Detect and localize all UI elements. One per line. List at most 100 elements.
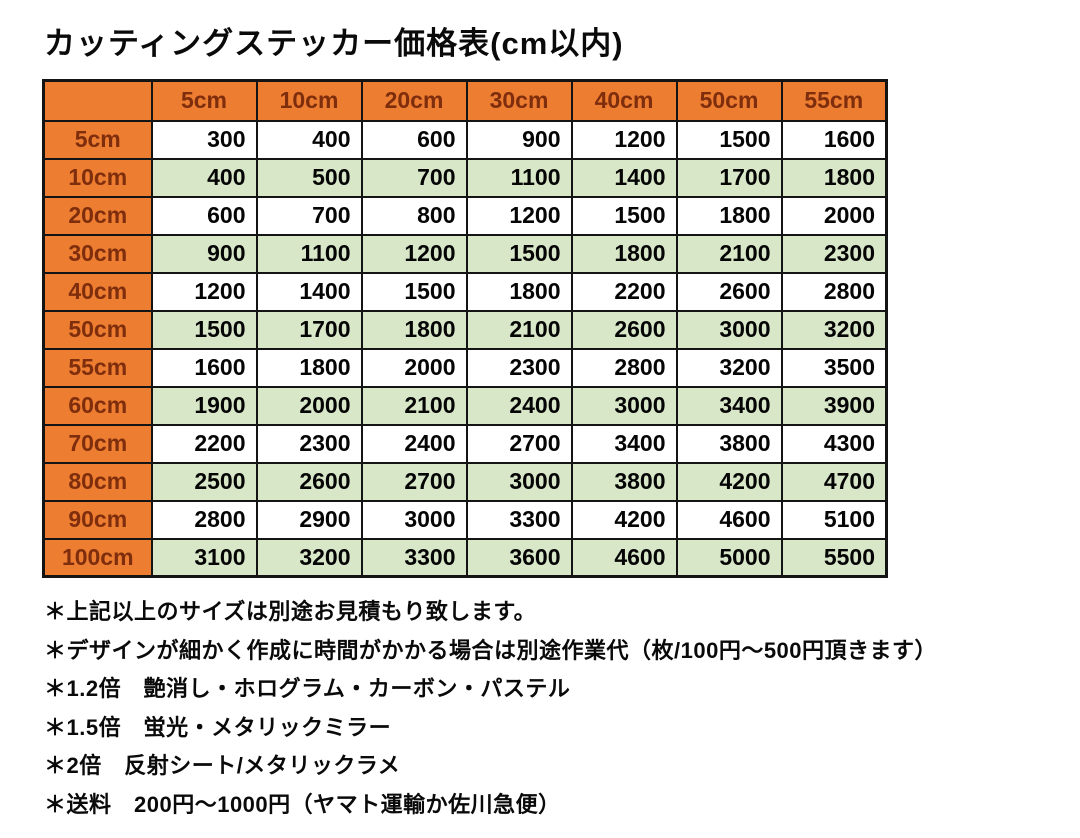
price-cell-80cm-20cm: 2700 (360, 461, 468, 502)
price-cell-10cm-5cm: 400 (150, 157, 258, 198)
row-header-100cm: 100cm (42, 537, 153, 578)
price-cell-55cm-30cm: 2300 (465, 347, 573, 388)
note-line-4: ＊1.5倍 蛍光・メタリックミラー (44, 714, 392, 740)
price-cell-5cm-40cm: 1200 (570, 119, 678, 160)
row-header-40cm: 40cm (42, 271, 153, 312)
price-cell-100cm-55cm: 5500 (780, 537, 888, 578)
col-header-30cm: 30cm (465, 79, 573, 122)
price-cell-60cm-50cm: 3400 (675, 385, 783, 426)
note-line-3: ＊1.2倍 艶消し・ホログラム・カーボン・パステル (44, 676, 571, 701)
price-cell-50cm-50cm: 3000 (675, 309, 783, 350)
price-cell-30cm-50cm: 2100 (675, 233, 783, 274)
row-header-50cm: 50cm (42, 309, 153, 350)
table-row-40cm: 40cm 1200 1400 1500 1800 2200 2600 2800 (42, 271, 888, 312)
row-header-90cm: 90cm (42, 499, 153, 540)
table-row-80cm: 80cm 2500 2600 2700 3000 3800 4200 4700 (42, 461, 888, 502)
price-cell-80cm-40cm: 3800 (570, 461, 678, 502)
price-cell-55cm-40cm: 2800 (570, 347, 678, 388)
price-cell-20cm-5cm: 600 (150, 195, 258, 236)
row-header-80cm: 80cm (42, 461, 153, 502)
price-cell-10cm-20cm: 700 (360, 157, 468, 198)
price-table-body: 5cm 300 400 600 900 1200 1500 1600 10cm 400 500 700… (42, 119, 888, 578)
price-cell-60cm-40cm: 3000 (570, 385, 678, 426)
price-cell-80cm-10cm: 2600 (255, 461, 363, 502)
price-cell-5cm-55cm: 1600 (780, 119, 888, 160)
price-cell-20cm-50cm: 1800 (675, 195, 783, 236)
price-cell-100cm-30cm: 3600 (465, 537, 573, 578)
price-cell-50cm-40cm: 2600 (570, 309, 678, 350)
note-line-1: ＊上記以上のサイズは別途お見積もり致します。 (44, 599, 537, 624)
table-row-55cm: 55cm 1600 1800 2000 2300 2800 3200 3500 (42, 347, 888, 388)
price-cell-55cm-5cm: 1600 (150, 347, 258, 388)
price-cell-50cm-5cm: 1500 (150, 309, 258, 350)
price-cell-55cm-20cm: 2000 (360, 347, 468, 388)
note-line-5: ＊2倍 反射シート/メタリックラメ (44, 753, 401, 778)
price-cell-30cm-10cm: 1100 (255, 233, 363, 274)
col-header-40cm: 40cm (570, 79, 678, 122)
price-cell-60cm-10cm: 2000 (255, 385, 363, 426)
price-cell-60cm-5cm: 1900 (150, 385, 258, 426)
price-cell-30cm-30cm: 1500 (465, 233, 573, 274)
price-cell-50cm-10cm: 1700 (255, 309, 363, 350)
price-cell-70cm-10cm: 2300 (255, 423, 363, 464)
price-cell-70cm-40cm: 3400 (570, 423, 678, 464)
price-cell-10cm-10cm: 500 (255, 157, 363, 198)
row-header-60cm: 60cm (42, 385, 153, 426)
price-cell-40cm-50cm: 2600 (675, 271, 783, 312)
price-cell-40cm-55cm: 2800 (780, 271, 888, 312)
price-cell-10cm-30cm: 1100 (465, 157, 573, 198)
table-row-5cm: 5cm 300 400 600 900 1200 1500 1600 (42, 119, 888, 160)
price-cell-100cm-50cm: 5000 (675, 537, 783, 578)
price-cell-90cm-5cm: 2800 (150, 499, 258, 540)
col-header-20cm: 20cm (360, 79, 468, 122)
page-title: カッティングステッカー価格表(cm以内) (44, 26, 624, 61)
price-cell-20cm-40cm: 1500 (570, 195, 678, 236)
table-row-60cm: 60cm 1900 2000 2100 2400 3000 3400 3900 (42, 385, 888, 426)
price-cell-55cm-10cm: 1800 (255, 347, 363, 388)
price-cell-20cm-20cm: 800 (360, 195, 468, 236)
price-cell-80cm-55cm: 4700 (780, 461, 888, 502)
price-cell-90cm-10cm: 2900 (255, 499, 363, 540)
price-cell-5cm-5cm: 300 (150, 119, 258, 160)
price-cell-70cm-5cm: 2200 (150, 423, 258, 464)
row-header-5cm: 5cm (42, 119, 153, 160)
price-cell-80cm-30cm: 3000 (465, 461, 573, 502)
price-cell-10cm-50cm: 1700 (675, 157, 783, 198)
row-header-10cm: 10cm (42, 157, 153, 198)
price-cell-5cm-30cm: 900 (465, 119, 573, 160)
corner-cell (42, 79, 153, 122)
price-cell-70cm-50cm: 3800 (675, 423, 783, 464)
price-cell-70cm-20cm: 2400 (360, 423, 468, 464)
price-cell-10cm-55cm: 1800 (780, 157, 888, 198)
col-header-10cm: 10cm (255, 79, 363, 122)
table-row-70cm: 70cm 2200 2300 2400 2700 3400 3800 4300 (42, 423, 888, 464)
price-cell-30cm-20cm: 1200 (360, 233, 468, 274)
price-cell-60cm-55cm: 3900 (780, 385, 888, 426)
price-cell-30cm-5cm: 900 (150, 233, 258, 274)
price-cell-60cm-30cm: 2400 (465, 385, 573, 426)
table-row-90cm: 90cm 2800 2900 3000 3300 4200 4600 5100 (42, 499, 888, 540)
price-cell-100cm-5cm: 3100 (150, 537, 258, 578)
table-row-100cm: 100cm 3100 3200 3300 3600 4600 5000 5500 (42, 537, 888, 578)
price-cell-90cm-20cm: 3000 (360, 499, 468, 540)
price-cell-50cm-55cm: 3200 (780, 309, 888, 350)
price-cell-70cm-55cm: 4300 (780, 423, 888, 464)
price-cell-20cm-30cm: 1200 (465, 195, 573, 236)
price-cell-10cm-40cm: 1400 (570, 157, 678, 198)
price-cell-50cm-20cm: 1800 (360, 309, 468, 350)
table-row-10cm: 10cm 400 500 700 1100 1400 1700 1800 (42, 157, 888, 198)
table-row-50cm: 50cm 1500 1700 1800 2100 2600 3000 3200 (42, 309, 888, 350)
col-header-50cm: 50cm (675, 79, 783, 122)
price-cell-40cm-5cm: 1200 (150, 271, 258, 312)
price-cell-40cm-20cm: 1500 (360, 271, 468, 312)
col-header-55cm: 55cm (780, 79, 888, 122)
price-cell-40cm-30cm: 1800 (465, 271, 573, 312)
row-header-20cm: 20cm (42, 195, 153, 236)
price-cell-80cm-50cm: 4200 (675, 461, 783, 502)
price-cell-40cm-40cm: 2200 (570, 271, 678, 312)
price-cell-20cm-10cm: 700 (255, 195, 363, 236)
price-cell-30cm-40cm: 1800 (570, 233, 678, 274)
price-cell-70cm-30cm: 2700 (465, 423, 573, 464)
price-table: 5cm 10cm 20cm 30cm 40cm 50cm 55cm 5cm 300 400 600… (42, 79, 888, 578)
row-header-70cm: 70cm (42, 423, 153, 464)
